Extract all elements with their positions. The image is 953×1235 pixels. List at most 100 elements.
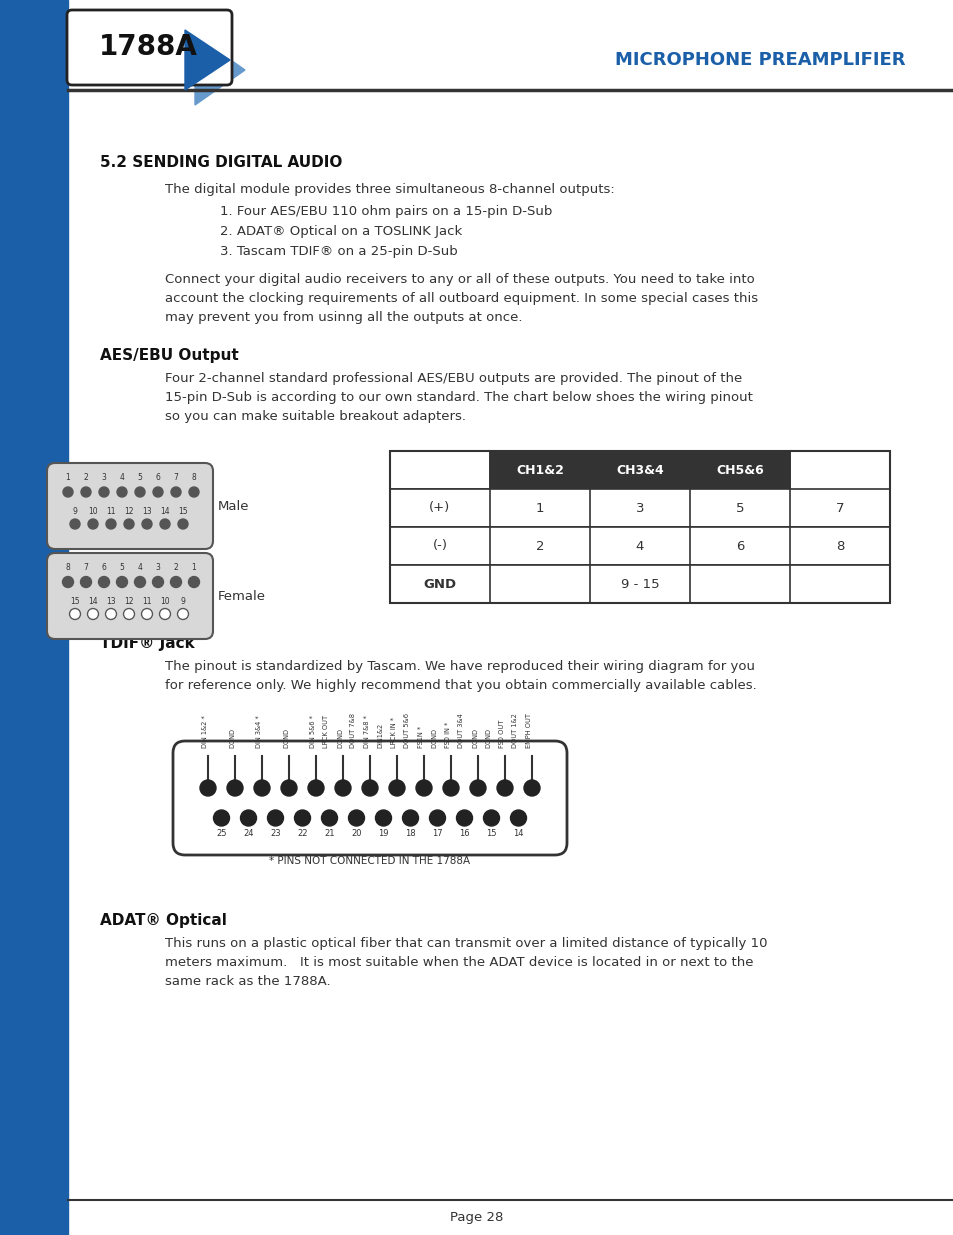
Text: 3: 3 (101, 473, 107, 483)
Circle shape (402, 810, 418, 826)
Circle shape (227, 781, 243, 797)
FancyBboxPatch shape (172, 741, 566, 855)
Text: 9: 9 (313, 799, 318, 808)
Text: 5.2 SENDING DIGITAL AUDIO: 5.2 SENDING DIGITAL AUDIO (100, 156, 342, 170)
Text: 12: 12 (124, 597, 133, 605)
Text: DGND: DGND (431, 727, 437, 748)
Text: DIN 3&4 *: DIN 3&4 * (255, 715, 262, 748)
Text: DGND: DGND (336, 727, 343, 748)
Text: 16: 16 (458, 829, 469, 837)
Text: 23: 23 (270, 829, 280, 837)
Bar (390, 451, 889, 603)
Text: 10: 10 (160, 597, 170, 605)
Text: 9: 9 (72, 506, 77, 515)
Text: 15-pin D-Sub is according to our own standard. The chart below shoes the wiring : 15-pin D-Sub is according to our own sta… (165, 391, 752, 404)
Bar (390, 451, 789, 489)
Text: 2: 2 (502, 799, 507, 808)
Text: EMPH OUT: EMPH OUT (525, 713, 532, 748)
Text: (+): (+) (429, 501, 450, 515)
Text: account the clocking requirements of all outboard equipment. In some special cas: account the clocking requirements of all… (165, 291, 758, 305)
Text: 6: 6 (735, 540, 743, 552)
Text: 3: 3 (475, 799, 480, 808)
Text: DGND: DGND (485, 727, 491, 748)
Text: 7: 7 (367, 799, 373, 808)
Circle shape (88, 519, 98, 529)
Text: Connect your digital audio receivers to any or all of these outputs. You need to: Connect your digital audio receivers to … (165, 273, 754, 287)
Text: 11: 11 (256, 799, 267, 808)
Circle shape (171, 577, 181, 588)
Circle shape (361, 781, 377, 797)
Circle shape (200, 781, 215, 797)
Text: 8: 8 (66, 563, 71, 573)
Circle shape (456, 810, 472, 826)
Circle shape (123, 609, 134, 620)
Text: 3. Tascam TDIF® on a 25-pin D-Sub: 3. Tascam TDIF® on a 25-pin D-Sub (220, 245, 457, 258)
Text: 15: 15 (178, 506, 188, 515)
Text: 2: 2 (536, 540, 543, 552)
Circle shape (117, 487, 127, 496)
Circle shape (160, 519, 170, 529)
Text: 24: 24 (243, 829, 253, 837)
Text: 14: 14 (513, 829, 523, 837)
Circle shape (116, 577, 128, 588)
Circle shape (375, 810, 391, 826)
Circle shape (152, 487, 163, 496)
Text: DIN 1&2 *: DIN 1&2 * (202, 715, 208, 748)
Text: AES/EBU Output: AES/EBU Output (100, 348, 238, 363)
Circle shape (134, 577, 146, 588)
Text: 9: 9 (180, 597, 185, 605)
Text: 19: 19 (377, 829, 388, 837)
Circle shape (99, 487, 109, 496)
Circle shape (63, 577, 73, 588)
Circle shape (141, 609, 152, 620)
Text: 13: 13 (106, 597, 115, 605)
Circle shape (70, 609, 80, 620)
Text: 12: 12 (124, 506, 133, 515)
Text: 5: 5 (119, 563, 124, 573)
Circle shape (98, 577, 110, 588)
Circle shape (124, 519, 133, 529)
Text: ADAT® Optical: ADAT® Optical (100, 913, 227, 927)
Text: 11: 11 (142, 597, 152, 605)
Text: 5: 5 (137, 473, 142, 483)
Circle shape (416, 781, 432, 797)
Circle shape (178, 519, 188, 529)
Text: (-): (-) (432, 540, 447, 552)
Circle shape (442, 781, 458, 797)
Text: 9 - 15: 9 - 15 (620, 578, 659, 590)
Circle shape (240, 810, 256, 826)
Text: 3: 3 (155, 563, 160, 573)
Text: DGND: DGND (472, 727, 477, 748)
Text: 1: 1 (536, 501, 543, 515)
Circle shape (253, 781, 270, 797)
Circle shape (142, 519, 152, 529)
Text: 2: 2 (84, 473, 89, 483)
Text: FS0 IN *: FS0 IN * (444, 721, 451, 748)
Text: 4: 4 (635, 540, 643, 552)
Text: 7: 7 (84, 563, 89, 573)
Circle shape (213, 810, 230, 826)
Text: 3: 3 (635, 501, 643, 515)
Text: DIN1&2: DIN1&2 (377, 722, 383, 748)
Circle shape (389, 781, 405, 797)
Circle shape (470, 781, 485, 797)
Text: 4: 4 (137, 563, 142, 573)
Circle shape (106, 519, 116, 529)
Text: CH3&4: CH3&4 (616, 463, 663, 477)
Text: 12: 12 (230, 799, 240, 808)
Circle shape (497, 781, 513, 797)
Text: Page 28: Page 28 (450, 1210, 503, 1224)
Text: 1. Four AES/EBU 110 ohm pairs on a 15-pin D-Sub: 1. Four AES/EBU 110 ohm pairs on a 15-pi… (220, 205, 552, 219)
Circle shape (483, 810, 499, 826)
Bar (390, 489, 889, 527)
Text: 1: 1 (192, 563, 196, 573)
Text: 14: 14 (160, 506, 170, 515)
Text: 5: 5 (421, 799, 426, 808)
Text: FS0 OUT: FS0 OUT (498, 720, 504, 748)
Circle shape (189, 577, 199, 588)
Text: 1: 1 (529, 799, 534, 808)
Text: Male: Male (218, 499, 250, 513)
Text: 13: 13 (202, 799, 213, 808)
FancyBboxPatch shape (47, 553, 213, 638)
Circle shape (70, 519, 80, 529)
